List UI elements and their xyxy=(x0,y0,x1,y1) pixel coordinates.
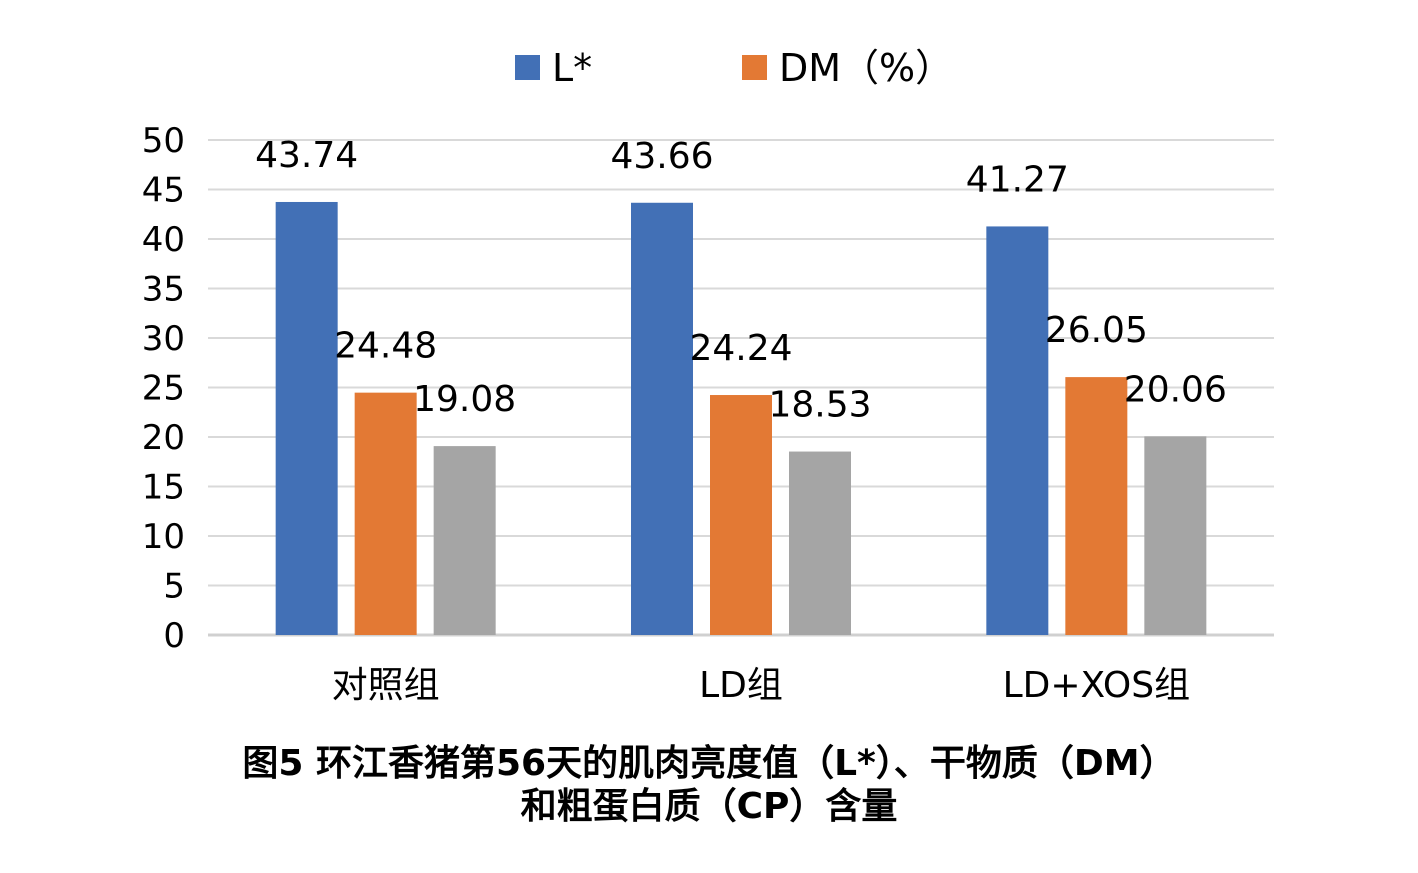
data-label: 19.08 xyxy=(413,379,516,420)
chart-title-line2: 和粗蛋白质（CP）含量 xyxy=(521,786,898,827)
legend-swatch xyxy=(515,55,540,80)
bar xyxy=(275,201,338,635)
y-tick-label: 5 xyxy=(163,567,185,607)
data-label: 43.74 xyxy=(255,135,358,176)
y-tick-label: 25 xyxy=(142,369,185,409)
legend: L* DM（%） xyxy=(515,46,953,90)
y-tick-label: 40 xyxy=(142,220,185,260)
bar xyxy=(789,451,851,635)
bar xyxy=(354,392,417,635)
data-label: 20.06 xyxy=(1124,369,1227,410)
bar xyxy=(433,446,496,635)
y-axis-ticks: 0 5 10 15 20 25 30 35 40 45 50 xyxy=(142,121,185,656)
data-label: 26.05 xyxy=(1045,310,1148,351)
y-tick-label: 20 xyxy=(142,418,185,458)
chart-title: 图5 环江香猪第56天的肌肉亮度值（L*）、干物质（DM） xyxy=(242,743,1175,784)
bar xyxy=(631,202,693,636)
x-category-label: LD+XOS组 xyxy=(1003,665,1191,706)
x-category-label: LD组 xyxy=(699,665,783,706)
y-tick-label: 30 xyxy=(142,319,185,359)
bar xyxy=(986,226,1049,635)
data-label: 18.53 xyxy=(768,385,871,426)
x-axis-categories: 对照组 LD组 LD+XOS组 xyxy=(332,665,1190,706)
legend-swatch xyxy=(742,55,767,80)
legend-label: L* xyxy=(552,46,592,90)
bar xyxy=(1144,436,1207,635)
data-label: 24.48 xyxy=(334,326,437,367)
y-tick-label: 10 xyxy=(142,517,185,557)
y-tick-label: 15 xyxy=(142,468,185,508)
data-label: 24.24 xyxy=(689,328,792,369)
data-labels: 43.74 24.48 19.08 43.66 24.24 18.53 41.27 26.05… xyxy=(255,135,1227,426)
bar xyxy=(1065,377,1128,635)
y-tick-label: 45 xyxy=(142,171,185,211)
y-tick-label: 35 xyxy=(142,270,185,310)
data-label: 41.27 xyxy=(966,159,1069,200)
legend-label: DM（%） xyxy=(779,46,953,90)
y-tick-label: 50 xyxy=(142,121,185,161)
y-tick-label: 0 xyxy=(163,616,185,656)
bar xyxy=(710,395,772,635)
x-category-label: 对照组 xyxy=(332,665,440,706)
bars xyxy=(275,201,1207,636)
data-label: 43.66 xyxy=(610,136,713,177)
